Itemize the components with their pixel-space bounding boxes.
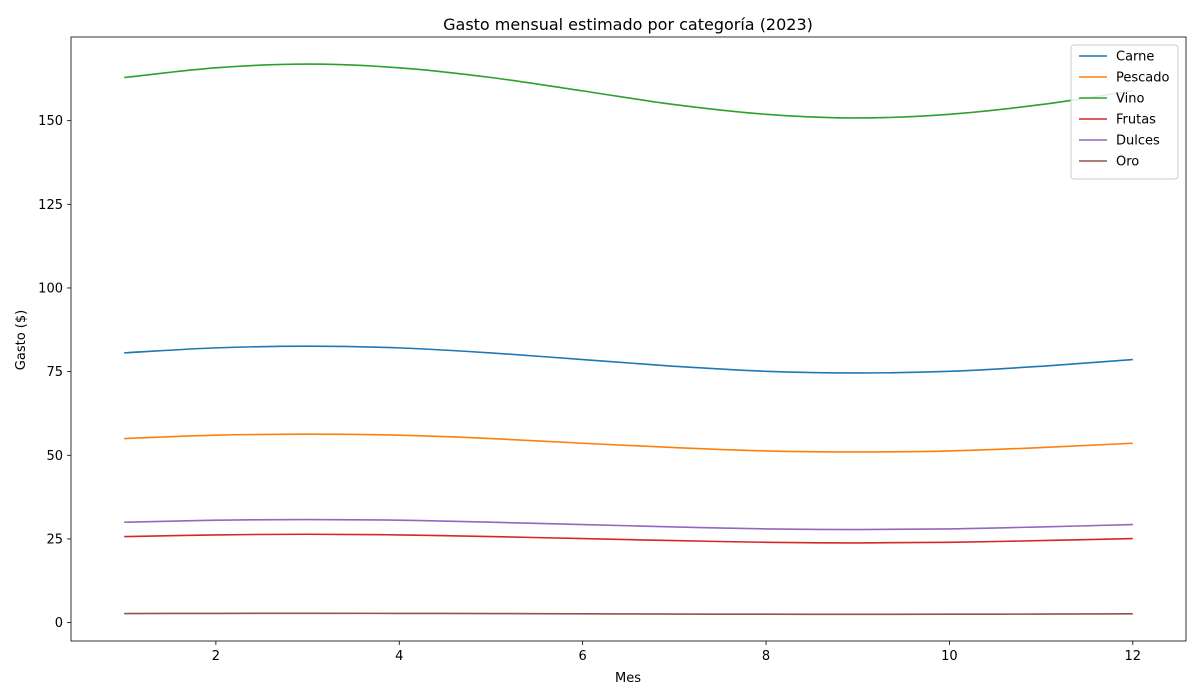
x-axis-ticks: 2 4 6 8 10 12 xyxy=(212,641,1141,664)
legend-label-oro: Oro xyxy=(1116,155,1139,170)
y-tick-label: 125 xyxy=(38,198,63,213)
series-line-oro xyxy=(124,612,1133,616)
y-tick-label: 0 xyxy=(55,616,63,631)
y-axis-ticks: 0 25 50 75 100 125 150 xyxy=(38,114,71,631)
x-tick-label: 8 xyxy=(762,649,770,664)
x-tick-label: 2 xyxy=(212,649,220,664)
legend: Carne Pescado Vino Frutas Dulces Oro xyxy=(1070,44,1179,180)
x-tick-label: 10 xyxy=(941,649,958,664)
y-tick-label: 75 xyxy=(46,365,63,380)
y-tick-label: 25 xyxy=(46,532,63,547)
x-tick-label: 6 xyxy=(579,649,587,664)
x-tick-label: 4 xyxy=(395,649,403,664)
plot-area xyxy=(70,36,1187,642)
plot-frame xyxy=(70,36,1187,642)
series-line-carne xyxy=(124,345,1133,374)
series-line-pescado xyxy=(124,433,1133,453)
legend-label-dulces: Dulces xyxy=(1116,134,1160,149)
legend-label-pescado: Pescado xyxy=(1116,71,1170,86)
series-line-dulces xyxy=(124,518,1133,531)
y-axis-label: Gasto ($) xyxy=(14,310,29,370)
x-axis-label: Mes xyxy=(615,671,641,686)
y-tick-label: 150 xyxy=(38,114,63,129)
legend-label-frutas: Frutas xyxy=(1116,113,1156,128)
y-tick-label: 100 xyxy=(38,281,63,296)
legend-box xyxy=(1070,44,1179,180)
y-tick-label: 50 xyxy=(46,449,63,464)
series-line-vino xyxy=(124,63,1133,119)
series-line-frutas xyxy=(124,533,1133,544)
chart-title: Gasto mensual estimado por categoría (20… xyxy=(443,15,813,34)
legend-label-vino: Vino xyxy=(1116,92,1144,107)
legend-label-carne: Carne xyxy=(1116,50,1154,65)
series-lines xyxy=(124,63,1133,616)
x-tick-label: 12 xyxy=(1125,649,1142,664)
